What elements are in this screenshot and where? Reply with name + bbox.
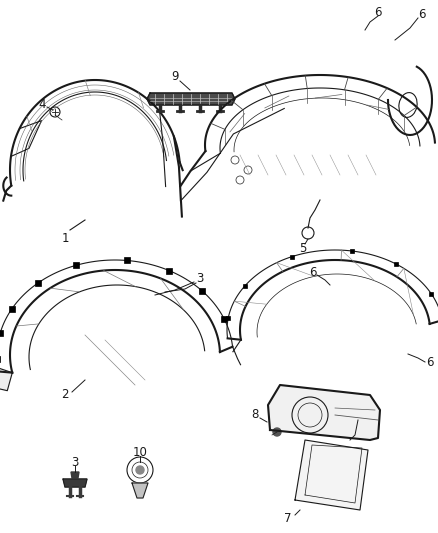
Text: 10: 10 [133, 446, 148, 458]
Polygon shape [71, 472, 79, 478]
Text: 3: 3 [196, 271, 204, 285]
Polygon shape [295, 440, 368, 510]
Text: 6: 6 [374, 5, 382, 19]
Polygon shape [0, 368, 12, 391]
Text: 7: 7 [284, 512, 292, 524]
Text: 3: 3 [71, 456, 79, 469]
Text: 2: 2 [61, 389, 69, 401]
Text: 5: 5 [299, 241, 307, 254]
Text: 8: 8 [251, 408, 259, 422]
Circle shape [273, 428, 281, 436]
Polygon shape [147, 93, 235, 105]
Text: 9: 9 [171, 70, 179, 84]
Text: 6: 6 [426, 356, 434, 368]
Polygon shape [268, 385, 380, 440]
Polygon shape [63, 479, 87, 487]
Circle shape [136, 466, 144, 474]
Text: 4: 4 [38, 99, 46, 111]
Polygon shape [132, 483, 148, 498]
Text: 6: 6 [418, 7, 426, 20]
Text: 6: 6 [309, 265, 317, 279]
Text: 1: 1 [61, 232, 69, 245]
